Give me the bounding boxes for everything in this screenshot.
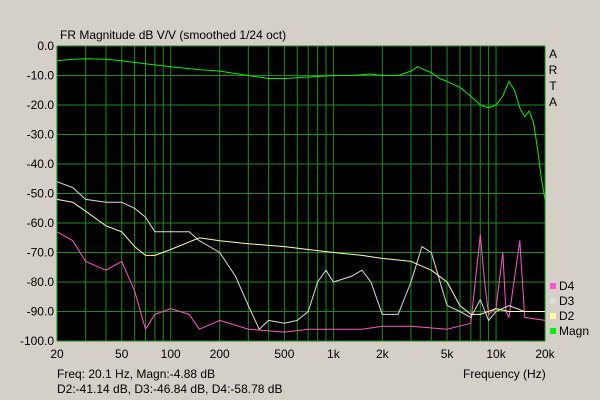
series-group <box>56 58 546 333</box>
y-tick-label: -10.0 <box>27 69 55 83</box>
legend-swatch-d2 <box>550 313 556 319</box>
x-tick-label: 50 <box>115 347 129 361</box>
y-axis-ticks: 0.0 -10.0 -20.0 -30.0 -40.0 -50.0 -60.0 -70.0 -8… <box>20 39 54 348</box>
x-tick-label: 500 <box>274 347 294 361</box>
y-tick-label: -20.0 <box>27 98 55 112</box>
y-tick-label: -100.0 <box>20 334 54 348</box>
x-tick-label: 100 <box>161 347 181 361</box>
x-tick-label: 2k <box>376 347 390 361</box>
y-tick-label: -70.0 <box>27 246 55 260</box>
legend-label-d4: D4 <box>559 279 575 293</box>
y-tick-label: -40.0 <box>27 157 55 171</box>
chart-title: FR Magnitude dB V/V (smoothed 1/24 oct) <box>60 28 286 42</box>
status-distortion-readout: D2:-41.14 dB, D3:-46.84 dB, D4:-58.78 dB <box>57 382 282 396</box>
grid <box>56 45 546 342</box>
x-axis-ticks: 20 50 100 200 500 1k 2k 5k 10k 20k <box>50 347 555 361</box>
watermark-letter: R <box>549 63 558 77</box>
watermark-letter: T <box>549 79 557 93</box>
y-tick-label: 0.0 <box>37 39 54 53</box>
legend-swatch-magn <box>550 328 556 334</box>
y-tick-label: -30.0 <box>27 128 55 142</box>
legend-swatch-d4 <box>550 283 556 289</box>
x-tick-label: 20 <box>50 347 64 361</box>
series-line-magn <box>56 58 546 200</box>
legend-label-d3: D3 <box>559 294 575 308</box>
series-line-d4 <box>56 231 546 333</box>
x-tick-label: 5k <box>441 347 455 361</box>
x-axis-label: Frequency (Hz) <box>463 367 546 381</box>
y-tick-label: -50.0 <box>27 187 55 201</box>
watermark-letter: A <box>549 95 557 109</box>
x-tick-label: 200 <box>210 347 230 361</box>
status-freq-readout: Freq: 20.1 Hz, Magn:-4.88 dB <box>57 367 215 381</box>
watermark-letter: A <box>549 47 557 61</box>
x-tick-label: 20k <box>535 347 555 361</box>
y-tick-label: -60.0 <box>27 216 55 230</box>
y-tick-label: -80.0 <box>27 275 55 289</box>
legend-swatch-d3 <box>550 298 556 304</box>
legend-label-d2: D2 <box>559 309 575 323</box>
y-tick-label: -90.0 <box>27 305 55 319</box>
legend-label-magn: Magn <box>559 324 589 338</box>
series-line-d2 <box>56 198 545 315</box>
x-tick-label: 10k <box>486 347 506 361</box>
series-line-d3 <box>56 181 545 330</box>
x-tick-label: 1k <box>327 347 341 361</box>
